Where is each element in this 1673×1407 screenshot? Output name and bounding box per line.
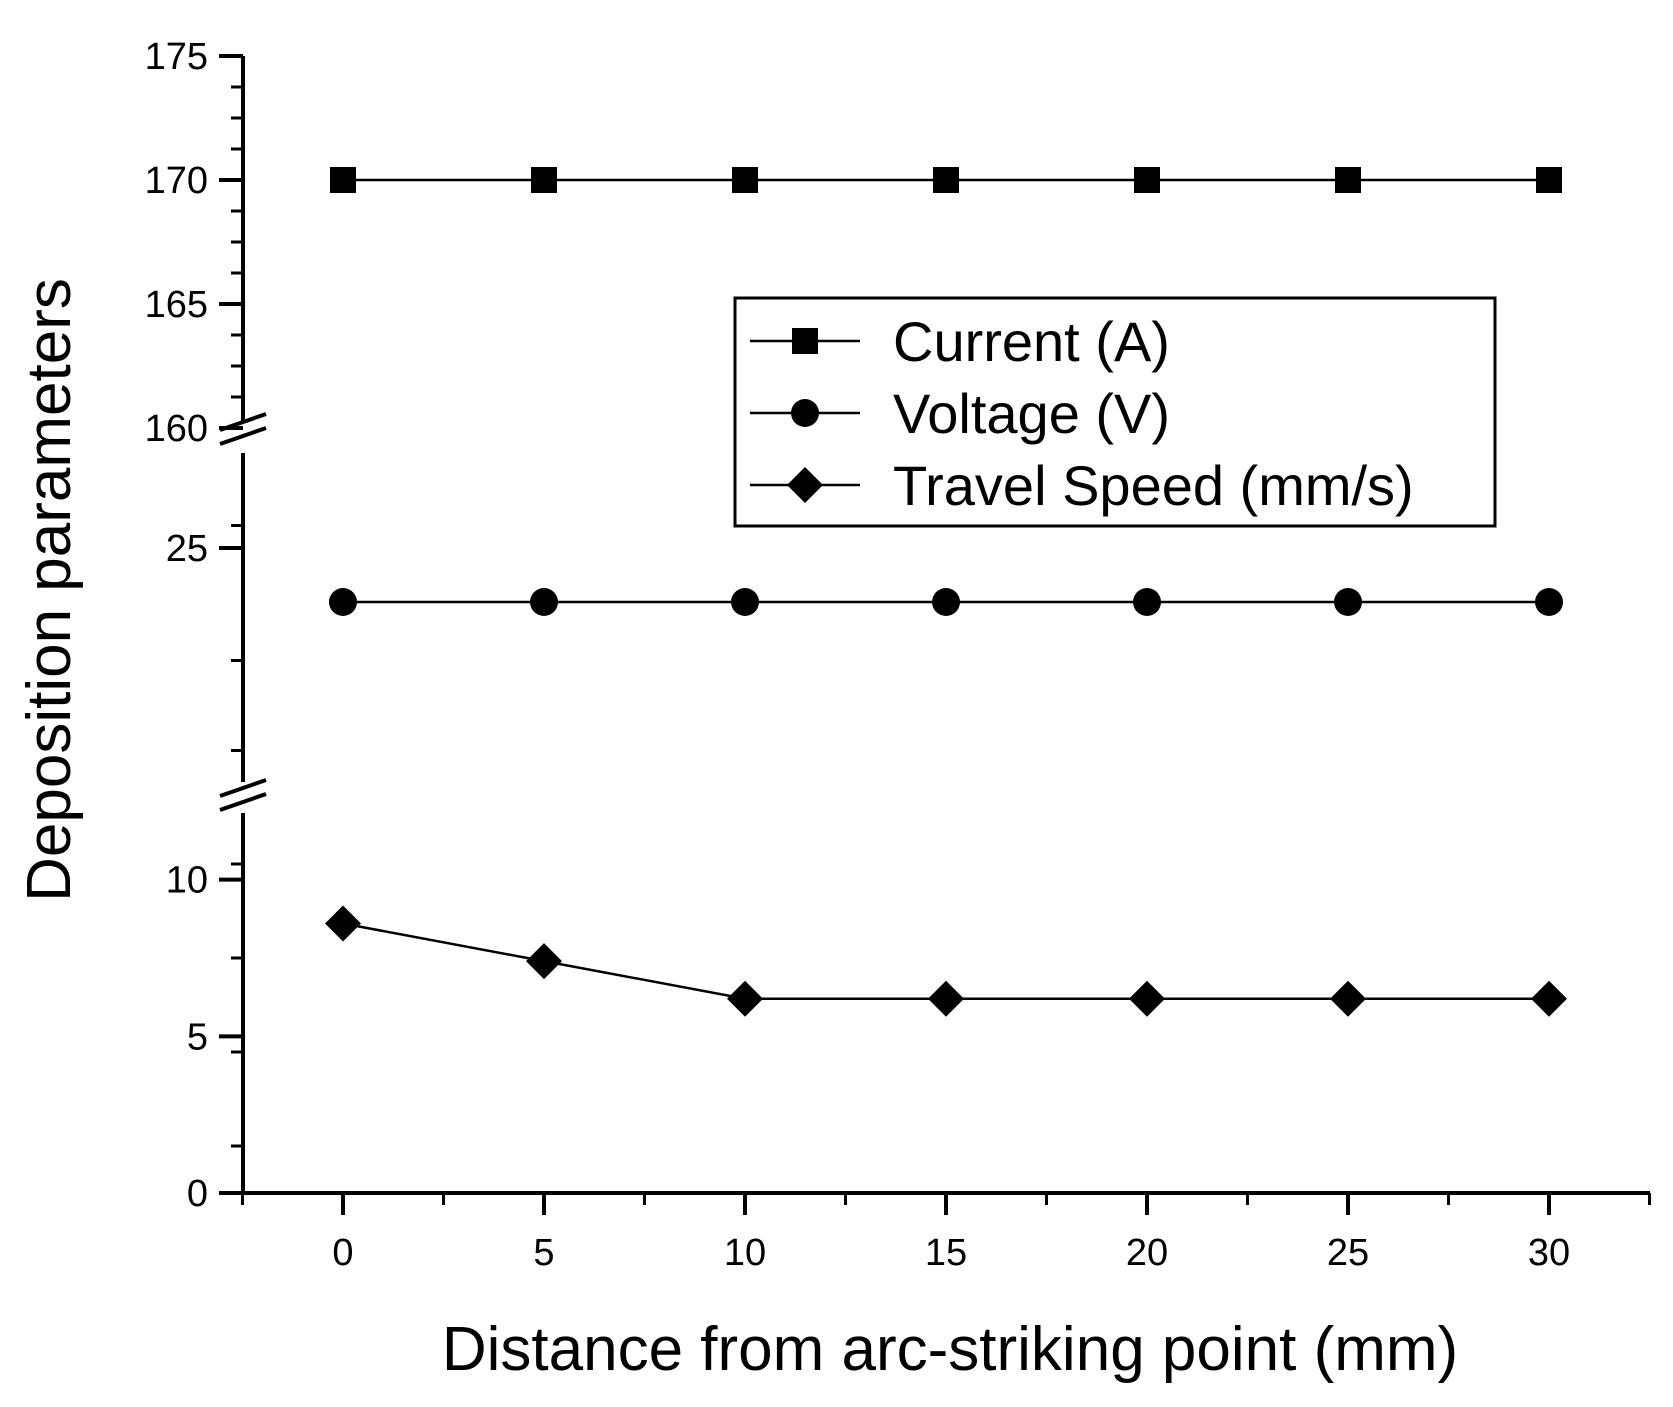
legend-marker <box>792 328 818 354</box>
data-point <box>732 167 758 193</box>
data-point <box>928 980 964 1017</box>
legend-box <box>733 296 1497 528</box>
data-point <box>1134 167 1160 193</box>
data-point <box>1133 588 1161 616</box>
y-tick-label: 170 <box>145 160 208 202</box>
data-point <box>933 167 959 193</box>
y-tick-label: 10 <box>166 860 208 902</box>
data-point <box>1531 980 1567 1017</box>
series-layer <box>325 167 1567 1017</box>
data-point <box>1129 980 1165 1017</box>
data-point <box>1535 588 1563 616</box>
series-diamond <box>325 905 1567 1017</box>
data-point <box>526 943 562 980</box>
legend-label: Travel Speed (mm/s) <box>893 454 1414 517</box>
data-point <box>1536 167 1562 193</box>
legend-marker <box>791 399 819 427</box>
x-tick-label: 10 <box>724 1232 766 1274</box>
y-tick-label: 0 <box>187 1173 208 1215</box>
data-point <box>932 588 960 616</box>
data-point <box>1330 980 1366 1017</box>
data-point <box>330 167 356 193</box>
data-point <box>325 905 361 942</box>
data-point <box>329 588 357 616</box>
legend: Current (A) Voltage (V) Travel Speed (mm/s… <box>733 296 1497 528</box>
axis-break-mark <box>219 792 267 812</box>
legend-marker <box>787 467 823 503</box>
x-axis-title: Distance from arc-striking point (mm) <box>442 1315 1458 1384</box>
data-point <box>727 980 763 1017</box>
axis-break-mark <box>219 426 267 446</box>
data-point <box>531 167 557 193</box>
x-tick-label: 15 <box>925 1232 967 1274</box>
series-square <box>330 167 1562 193</box>
legend-label: Voltage (V) <box>893 382 1170 445</box>
data-point <box>530 588 558 616</box>
y-tick-label: 160 <box>145 408 208 450</box>
data-point <box>1334 588 1362 616</box>
data-point <box>731 588 759 616</box>
y-tick-label: 165 <box>145 284 208 326</box>
data-point <box>1335 167 1361 193</box>
axes: 0 5 10 25 160 165 170 175 0 5 10 15 20 25 30 <box>145 36 1651 1274</box>
y-tick-label: 175 <box>145 36 208 78</box>
y-tick-label: 25 <box>166 528 208 570</box>
x-tick-label: 0 <box>332 1232 353 1274</box>
x-tick-label: 30 <box>1528 1232 1570 1274</box>
y-axis-title: Deposition parameters <box>15 278 84 902</box>
x-tick-label: 20 <box>1126 1232 1168 1274</box>
y-tick-label: 5 <box>187 1016 208 1058</box>
axis-break-mark <box>219 778 267 798</box>
x-tick-label: 5 <box>533 1232 554 1274</box>
series-circle <box>329 588 1563 616</box>
x-tick-label: 25 <box>1327 1232 1369 1274</box>
legend-label: Current (A) <box>893 310 1170 373</box>
